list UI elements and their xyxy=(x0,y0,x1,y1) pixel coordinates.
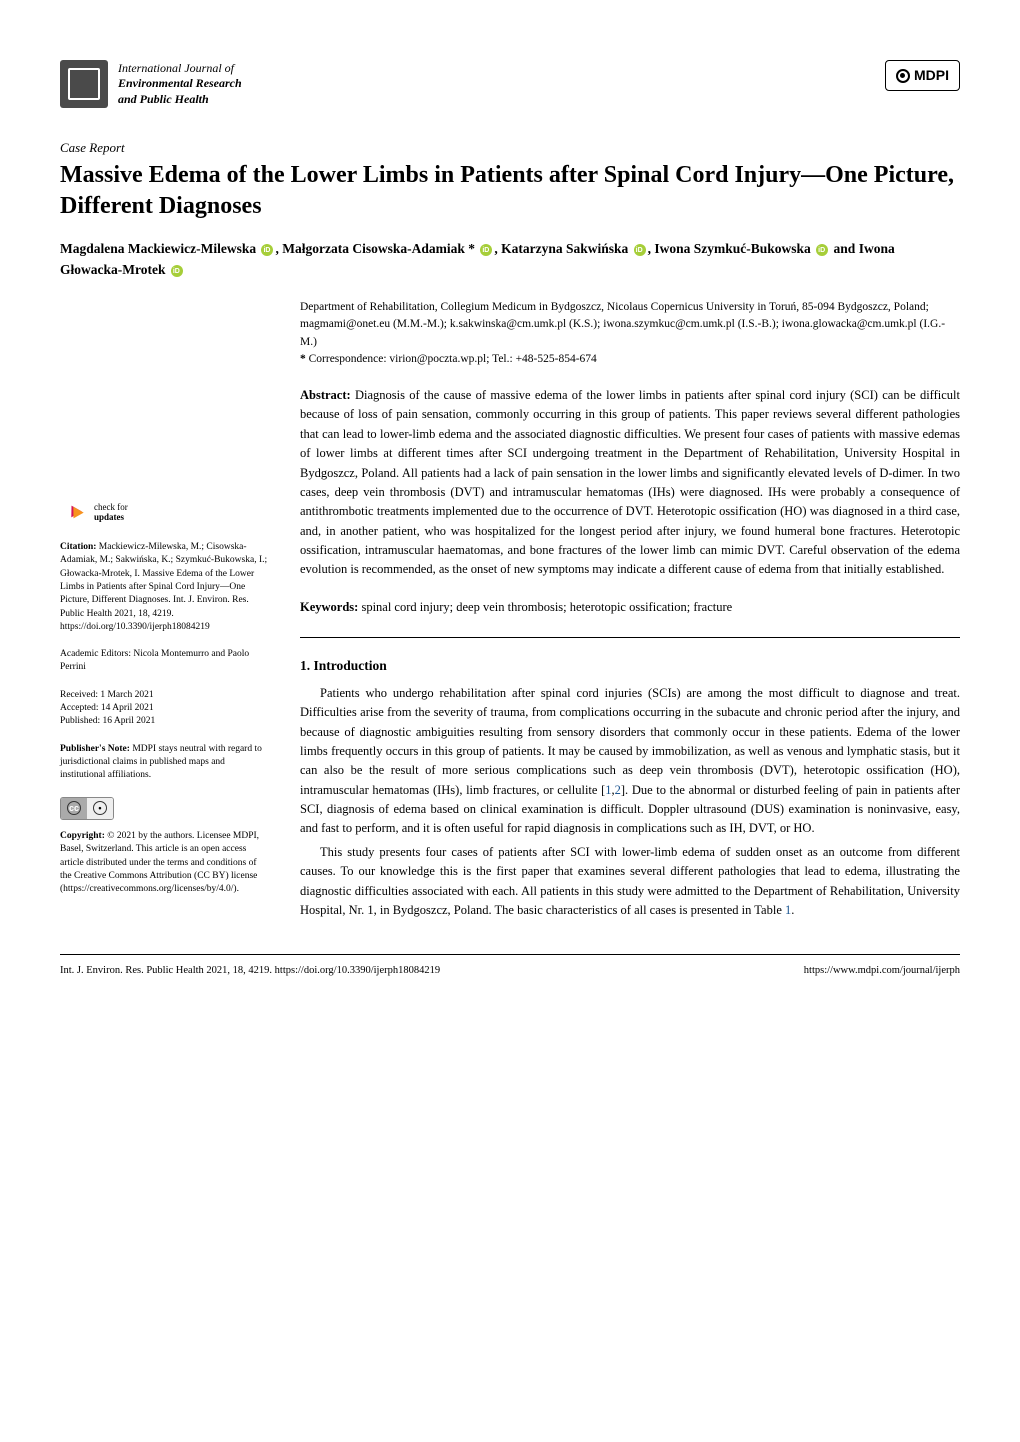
sidebar: check for updates Citation: Mackiewicz-M… xyxy=(60,299,270,924)
orcid-icon xyxy=(816,244,828,256)
cc-icon: cc xyxy=(61,798,87,819)
journal-name-line3: and Public Health xyxy=(118,92,209,106)
orcid-icon xyxy=(634,244,646,256)
author-3: Katarzyna Sakwińska xyxy=(501,241,628,256)
mdpi-logo: MDPI xyxy=(885,60,960,91)
journal-logo-icon xyxy=(60,60,108,108)
article-title: Massive Edema of the Lower Limbs in Pati… xyxy=(60,160,960,222)
corr-star: * xyxy=(300,353,306,365)
journal-name: International Journal of Environmental R… xyxy=(118,61,242,108)
citation-block: Citation: Mackiewicz-Milewska, M.; Cisow… xyxy=(60,541,270,634)
copyright-label: Copyright: xyxy=(60,831,105,841)
author-4: Iwona Szymkuć-Bukowska xyxy=(654,241,810,256)
check-updates-badge[interactable]: check for updates xyxy=(60,499,270,527)
page-footer: Int. J. Environ. Res. Public Health 2021… xyxy=(60,954,960,979)
separator-rule xyxy=(300,637,960,638)
citation-text: Mackiewicz-Milewska, M.; Cisowska-Adamia… xyxy=(60,542,267,632)
main-column: Department of Rehabilitation, Collegium … xyxy=(300,299,960,924)
citation-label: Citation: xyxy=(60,542,96,552)
accepted-date: 14 April 2021 xyxy=(101,703,154,713)
published-label: Published: xyxy=(60,716,103,726)
two-column-layout: check for updates Citation: Mackiewicz-M… xyxy=(60,299,960,924)
journal-block: International Journal of Environmental R… xyxy=(60,60,242,108)
published-date: 16 April 2021 xyxy=(103,716,156,726)
copyright-block: Copyright: © 2021 by the authors. Licens… xyxy=(60,830,270,896)
footer-right: https://www.mdpi.com/journal/ijerph xyxy=(804,963,960,979)
abstract-label: Abstract: xyxy=(300,388,351,402)
affiliation-block: Department of Rehabilitation, Collegium … xyxy=(300,299,960,368)
mdpi-text: MDPI xyxy=(914,65,949,86)
abstract-text: Diagnosis of the cause of massive edema … xyxy=(300,388,960,576)
orcid-icon xyxy=(171,265,183,277)
orcid-icon xyxy=(480,244,492,256)
footer-left: Int. J. Environ. Res. Public Health 2021… xyxy=(60,963,440,979)
keywords-text: spinal cord injury; deep vein thrombosis… xyxy=(358,600,732,614)
editors-block: Academic Editors: Nicola Montemurro and … xyxy=(60,648,270,675)
keywords: Keywords: spinal cord injury; deep vein … xyxy=(300,598,960,617)
journal-name-line2: Environmental Research xyxy=(118,76,242,90)
cc-by-badge[interactable]: cc • xyxy=(60,797,114,820)
orcid-icon xyxy=(261,244,273,256)
intro-para-1: Patients who undergo rehabilitation afte… xyxy=(300,684,960,839)
mdpi-circle-icon xyxy=(896,69,910,83)
page-header: International Journal of Environmental R… xyxy=(60,60,960,108)
journal-name-line1: International Journal of xyxy=(118,61,234,75)
intro-para-2: This study presents four cases of patien… xyxy=(300,843,960,921)
abstract: Abstract: Diagnosis of the cause of mass… xyxy=(300,386,960,580)
section-1-heading: 1. Introduction xyxy=(300,656,960,676)
received-date: 1 March 2021 xyxy=(100,690,153,700)
dates-block: Received: 1 March 2021 Accepted: 14 Apri… xyxy=(60,689,270,729)
author-2: Małgorzata Cisowska-Adamiak * xyxy=(282,241,475,256)
check-updates-icon xyxy=(60,499,88,527)
author-1: Magdalena Mackiewicz-Milewska xyxy=(60,241,256,256)
received-label: Received: xyxy=(60,690,100,700)
correspondence-text: Correspondence: virion@poczta.wp.pl; Tel… xyxy=(309,353,597,365)
authors-line: Magdalena Mackiewicz-Milewska , Małgorza… xyxy=(60,238,960,281)
editors-label: Academic Editors: xyxy=(60,649,133,659)
affiliation-text: Department of Rehabilitation, Collegium … xyxy=(300,301,945,348)
article-type: Case Report xyxy=(60,138,960,158)
check-updates-text: check for updates xyxy=(94,503,128,523)
keywords-label: Keywords: xyxy=(300,600,358,614)
publisher-note-block: Publisher's Note: MDPI stays neutral wit… xyxy=(60,743,270,783)
pubnote-label: Publisher's Note: xyxy=(60,744,130,754)
accepted-label: Accepted: xyxy=(60,703,101,713)
by-icon: • xyxy=(87,798,113,819)
